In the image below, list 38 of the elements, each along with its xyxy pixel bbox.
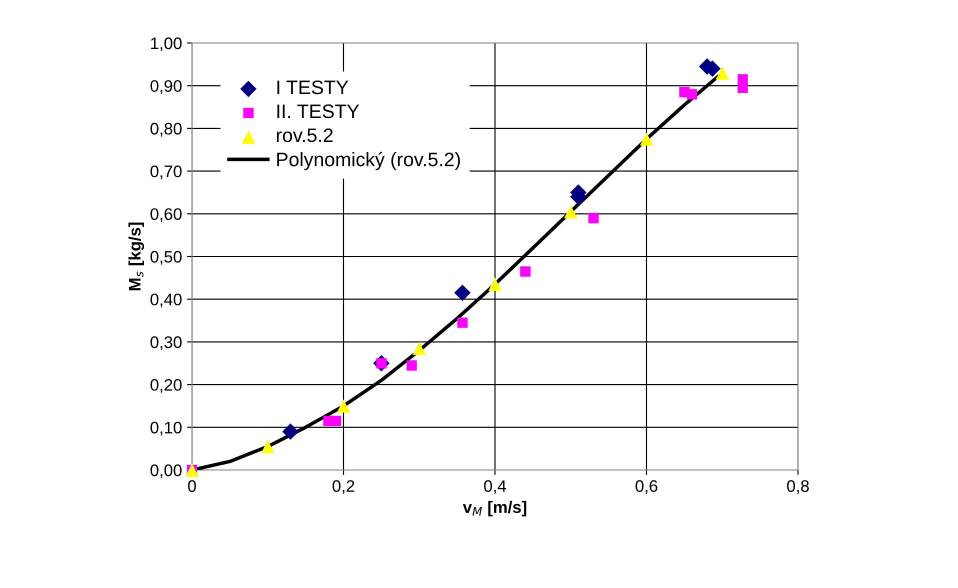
x-tick-label: 0	[188, 480, 196, 492]
x-axis-title: v$_{M}$ [m/s]	[462, 500, 526, 516]
y-tick-label: 0,90	[150, 80, 182, 94]
y-tick-label: 0,80	[150, 122, 182, 137]
point	[716, 66, 729, 80]
y-tick-label: 0,70	[150, 166, 182, 180]
y-tick-label: 0,50	[150, 250, 182, 265]
y-tick-label: 0,00	[150, 464, 182, 478]
point	[282, 423, 299, 440]
point	[457, 318, 468, 328]
x-tick-label: 0,8	[787, 480, 809, 494]
y-tick-label: 0,10	[150, 422, 182, 436]
point	[588, 212, 599, 224]
point	[412, 342, 426, 355]
point	[488, 278, 502, 291]
x-tick-label: 0,2	[332, 480, 354, 494]
point	[686, 89, 698, 100]
point	[564, 205, 578, 218]
point	[406, 360, 417, 371]
point	[640, 132, 654, 146]
point	[738, 82, 748, 93]
y-tick-label: 0,20	[150, 379, 182, 393]
point	[336, 399, 350, 413]
y-tick-label: 0,40	[150, 294, 182, 308]
point	[454, 284, 471, 302]
legend-label: I TESTY	[277, 80, 348, 94]
legend-label: Polynomický (rov.5.2)	[277, 152, 460, 170]
point	[520, 266, 530, 277]
y-tick-label: 1,00	[151, 37, 182, 52]
point	[261, 440, 274, 454]
legend-label: II. TESTY	[277, 104, 360, 118]
x-tick-label: 0,6	[636, 480, 658, 494]
point	[330, 416, 342, 426]
y-tick-label: 0,30	[150, 336, 182, 350]
y-axis-title: M$_{s}$ [kg/s]	[128, 222, 144, 290]
legend-label: rov.5.2	[276, 128, 333, 142]
x-tick-label: 0,4	[484, 480, 506, 494]
y-tick-label: 0,60	[150, 208, 182, 222]
